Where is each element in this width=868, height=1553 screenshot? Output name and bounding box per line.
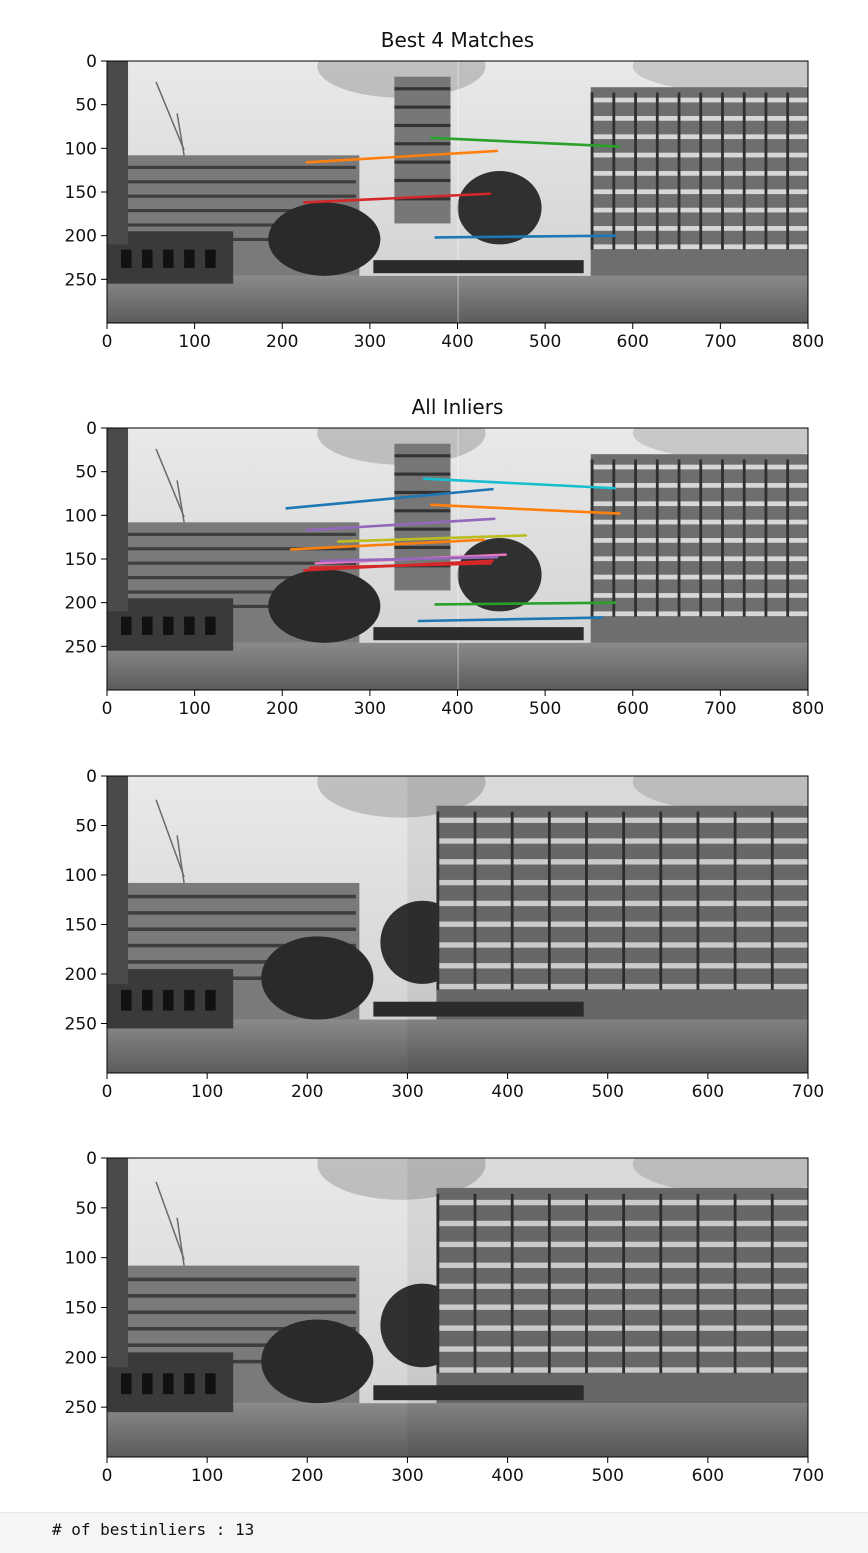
x-tick-label: 300 — [391, 1466, 423, 1486]
y-tick-label: 250 — [65, 1015, 97, 1035]
figure-1-match-lines — [302, 136, 621, 239]
x-tick-label: 500 — [529, 699, 561, 719]
y-tick-label: 50 — [75, 463, 97, 483]
match-line-orange — [429, 503, 621, 515]
y-tick-label: 200 — [65, 965, 97, 985]
x-tick-label: 700 — [704, 332, 736, 352]
figure-3-axes: 0 100 200 300 400 500 600 700 0 50 100 150 200 250 — [65, 767, 825, 1102]
x-tick-label: 600 — [617, 699, 649, 719]
y-tick-label: 0 — [86, 419, 97, 439]
match-line-orange — [305, 149, 499, 164]
y-tick-label: 150 — [65, 550, 97, 570]
figure-4-axes: 0 100 200 300 400 500 600 700 0 50 100 150 200 250 — [65, 1149, 825, 1486]
match-line-purple — [320, 555, 499, 563]
figure-4-image — [107, 1158, 808, 1457]
x-tick-label: 500 — [591, 1466, 623, 1486]
y-tick-label: 50 — [75, 96, 97, 116]
x-tick-label: 300 — [391, 1082, 423, 1102]
match-line-green — [429, 136, 621, 148]
y-tick-label: 150 — [65, 1299, 97, 1319]
figure-2-ticks: 0 100 200 300 400 500 600 700 800 0 50 100 150 200 250 — [65, 419, 825, 719]
x-tick-label: 700 — [792, 1466, 824, 1486]
figure-2-match-lines — [285, 477, 621, 623]
match-line-blue — [285, 487, 494, 510]
y-tick-label: 100 — [65, 1249, 97, 1269]
x-tick-label: 500 — [529, 332, 561, 352]
x-tick-label: 500 — [591, 1082, 623, 1102]
x-tick-label: 300 — [354, 699, 386, 719]
y-tick-label: 200 — [65, 1348, 97, 1368]
figure-3-image — [107, 776, 808, 1073]
y-tick-label: 100 — [65, 139, 97, 159]
cell-output-text: # of bestinliers : 13 — [52, 1520, 255, 1539]
match-line-green — [434, 601, 617, 606]
x-tick-label: 100 — [178, 332, 210, 352]
x-tick-label: 700 — [704, 699, 736, 719]
x-tick-label: 300 — [354, 332, 386, 352]
x-tick-label: 400 — [491, 1082, 523, 1102]
x-tick-label: 100 — [191, 1466, 223, 1486]
x-tick-label: 200 — [266, 332, 298, 352]
x-tick-label: 100 — [178, 699, 210, 719]
x-tick-label: 700 — [792, 1082, 824, 1102]
match-line-blue — [417, 616, 604, 623]
match-line-orange — [289, 538, 486, 551]
y-tick-label: 150 — [65, 916, 97, 936]
y-tick-label: 0 — [86, 52, 97, 72]
y-tick-label: 50 — [75, 817, 97, 837]
y-tick-label: 250 — [65, 1398, 97, 1418]
figure-2-image — [107, 428, 808, 690]
match-line-red — [302, 192, 492, 204]
x-tick-label: 800 — [792, 332, 824, 352]
cell-output-area — [0, 1512, 868, 1553]
y-tick-label: 200 — [65, 594, 97, 614]
x-tick-label: 600 — [692, 1082, 724, 1102]
y-tick-label: 250 — [65, 637, 97, 657]
x-tick-label: 400 — [441, 332, 473, 352]
y-tick-label: 0 — [86, 767, 97, 787]
match-line-olive — [337, 534, 528, 543]
x-tick-label: 200 — [291, 1082, 323, 1102]
y-tick-label: 50 — [75, 1199, 97, 1219]
x-tick-label: 800 — [792, 699, 824, 719]
y-tick-label: 250 — [65, 270, 97, 290]
figure-2-title: All Inliers — [411, 395, 504, 419]
match-line-red — [308, 562, 493, 570]
figure-1-axes: 0 100 200 300 400 500 600 700 800 0 50 100 150 200 250 — [65, 52, 825, 352]
x-tick-label: 100 — [191, 1082, 223, 1102]
x-tick-label: 0 — [102, 332, 113, 352]
figure-1-image — [107, 61, 808, 323]
y-tick-label: 0 — [86, 1149, 97, 1169]
x-tick-label: 600 — [617, 332, 649, 352]
figure-4-ticks: 0 100 200 300 400 500 600 700 0 50 100 150 200 250 — [65, 1149, 825, 1486]
x-tick-label: 0 — [102, 699, 113, 719]
x-tick-label: 600 — [692, 1466, 724, 1486]
x-tick-label: 400 — [491, 1466, 523, 1486]
y-tick-label: 150 — [65, 183, 97, 203]
match-line-purple — [305, 517, 496, 532]
y-tick-label: 100 — [65, 506, 97, 526]
x-tick-label: 200 — [291, 1466, 323, 1486]
figure-2-axes: 0 100 200 300 400 500 600 700 800 0 50 100 150 200 250 — [65, 419, 825, 719]
match-line-cyan — [422, 477, 617, 490]
x-tick-label: 400 — [441, 699, 473, 719]
figure-1-title: Best 4 Matches — [380, 28, 535, 52]
figure-3-ticks: 0 100 200 300 400 500 600 700 0 50 100 150 200 250 — [65, 767, 825, 1102]
x-tick-label: 0 — [102, 1466, 113, 1486]
match-line-blue — [434, 234, 617, 239]
x-tick-label: 0 — [102, 1082, 113, 1102]
y-tick-label: 200 — [65, 227, 97, 247]
x-tick-label: 200 — [266, 699, 298, 719]
y-tick-label: 100 — [65, 866, 97, 886]
figure-1-ticks: 0 100 200 300 400 500 600 700 800 0 50 100 150 200 250 — [65, 52, 825, 352]
